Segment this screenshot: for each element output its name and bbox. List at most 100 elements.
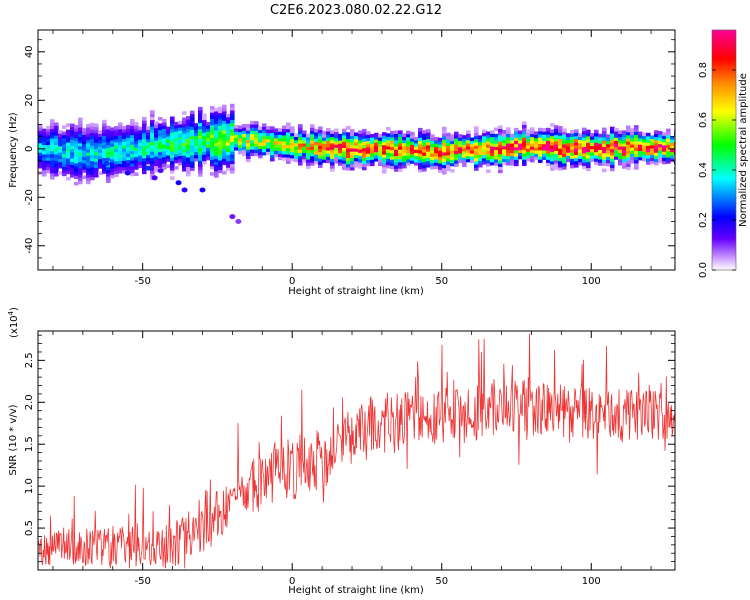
heatmap-cell xyxy=(566,136,571,141)
heatmap-cell xyxy=(486,141,491,145)
heatmap-cell xyxy=(534,147,539,151)
heatmap-cell xyxy=(118,144,123,149)
snr-plot-area xyxy=(38,331,675,570)
heatmap-cell xyxy=(658,156,663,160)
heatmap-cell xyxy=(94,155,99,159)
heatmap-cell xyxy=(646,158,651,162)
heatmap-cell xyxy=(86,161,91,166)
heatmap-cell xyxy=(278,131,283,135)
heatmap-cell xyxy=(246,155,251,159)
heatmap-cell xyxy=(230,144,235,149)
heatmap-cell xyxy=(366,159,371,164)
heatmap-cell xyxy=(170,167,175,171)
heatmap-cell xyxy=(402,145,407,150)
heatmap-cell xyxy=(590,158,595,162)
heatmap-cell xyxy=(446,139,451,143)
heatmap-cell xyxy=(86,158,91,163)
heatmap-cell xyxy=(130,156,135,161)
snr-y-tick-label: 1.0 xyxy=(24,478,35,494)
heatmap-cell xyxy=(454,153,459,158)
heatmap-cell xyxy=(442,148,447,153)
heatmap-cell xyxy=(498,134,503,139)
heatmap-cell xyxy=(498,160,503,164)
heatmap-cell xyxy=(598,155,603,160)
heatmap-cell xyxy=(566,155,571,159)
heatmap-cell xyxy=(574,138,579,143)
heatmap-cell xyxy=(222,148,227,153)
heatmap-cell xyxy=(90,154,95,159)
heatmap-cell xyxy=(186,128,191,133)
heatmap-cell xyxy=(186,144,191,148)
heatmap-cell xyxy=(330,155,335,160)
heatmap-cell xyxy=(622,143,627,147)
heatmap-cell xyxy=(266,148,271,152)
heatmap-cell xyxy=(426,160,431,165)
heatmap-cell xyxy=(398,136,403,141)
heatmap-cell xyxy=(598,152,603,157)
heatmap-cell xyxy=(310,149,315,154)
heatmap-cell xyxy=(54,166,59,171)
heatmap-cell xyxy=(550,154,555,159)
heatmap-cell xyxy=(610,158,615,162)
heatmap-cell xyxy=(494,149,499,154)
heatmap-cell xyxy=(158,117,163,121)
heatmap-cell xyxy=(386,149,391,153)
heatmap-cell xyxy=(198,157,203,161)
heatmap-cell xyxy=(378,149,383,154)
heatmap-cell xyxy=(182,126,187,131)
heatmap-cell xyxy=(494,143,499,147)
heatmap-cell xyxy=(638,134,643,139)
heatmap-cell xyxy=(130,138,135,142)
heatmap-cell xyxy=(610,136,615,140)
heatmap-cell xyxy=(186,172,191,177)
heatmap-cell xyxy=(590,136,595,140)
heatmap-cell xyxy=(102,132,107,136)
heatmap-cell xyxy=(210,124,215,129)
heatmap-cell xyxy=(94,148,99,153)
heatmap-cell xyxy=(558,135,563,140)
heatmap-cell xyxy=(274,153,279,158)
heatmap-cell xyxy=(86,149,91,153)
heatmap-cell xyxy=(238,144,243,148)
heatmap-cell xyxy=(478,160,483,165)
heatmap-cell xyxy=(474,138,479,143)
heatmap-cell xyxy=(474,148,479,152)
heatmap-cell xyxy=(374,139,379,143)
heatmap-cell xyxy=(190,129,195,134)
heatmap-cell xyxy=(322,143,327,148)
heatmap-cell xyxy=(142,145,147,149)
heatmap-cell xyxy=(106,141,111,146)
heatmap-cell xyxy=(190,145,195,149)
heatmap-cell xyxy=(394,168,399,172)
heatmap-cell xyxy=(522,159,527,163)
heatmap-cell xyxy=(250,124,255,128)
heatmap-cell xyxy=(290,132,295,137)
heatmap-cell xyxy=(150,173,155,177)
heatmap-cell xyxy=(450,153,455,157)
heatmap-cell xyxy=(394,133,399,138)
heatmap-cell xyxy=(214,126,219,131)
heatmap-cell xyxy=(558,154,563,158)
heatmap-cell xyxy=(182,164,187,169)
heatmap-cell xyxy=(446,136,451,140)
heatmap-cell xyxy=(366,134,371,138)
heatmap-cell xyxy=(430,159,435,164)
heatmap-cell xyxy=(50,150,55,155)
heatmap-cell xyxy=(402,158,407,163)
heatmap-cell xyxy=(438,147,443,151)
heatmap-cell xyxy=(582,156,587,160)
heatmap-cell xyxy=(338,143,343,147)
heatmap-cell xyxy=(654,142,659,147)
heatmap-cell xyxy=(370,156,375,160)
heatmap-cell xyxy=(510,152,515,157)
heatmap-cell xyxy=(538,140,543,144)
heatmap-cell xyxy=(166,145,171,150)
heatmap-cell xyxy=(170,160,175,165)
heatmap-cell xyxy=(118,169,123,174)
heatmap-cell xyxy=(198,110,203,114)
heatmap-cell xyxy=(122,157,127,161)
heatmap-cell xyxy=(510,162,515,166)
heatmap-cell xyxy=(190,139,195,143)
heatmap-cell xyxy=(558,126,563,130)
heatmap-cell xyxy=(382,151,387,155)
